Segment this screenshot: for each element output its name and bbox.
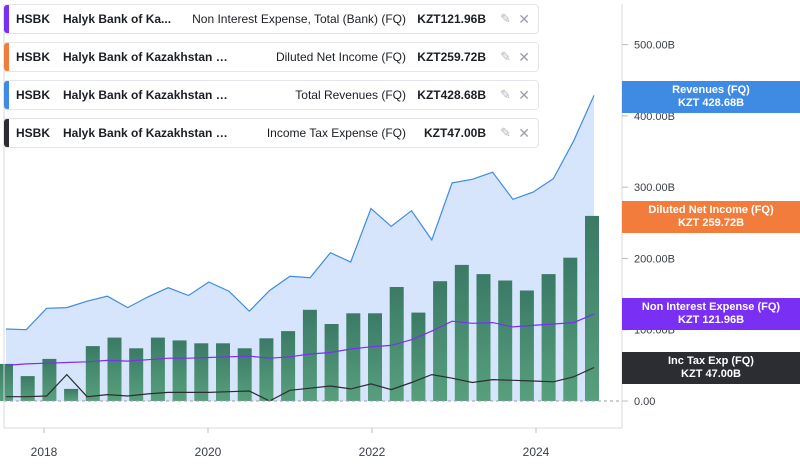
net-income-bar <box>498 280 513 401</box>
net-income-bar <box>324 324 339 401</box>
value-tag: Revenues (FQ) KZT 428.68B <box>622 81 800 113</box>
legend-swatch <box>4 43 9 71</box>
net-income-bar <box>302 309 317 401</box>
net-income-bar <box>64 388 79 401</box>
net-income-bar <box>20 376 35 401</box>
legend-metric: Income Tax Expense (FQ) <box>266 126 406 140</box>
net-income-bar <box>42 358 57 401</box>
legend-swatch <box>4 5 9 33</box>
legend-company: Halyk Bank of Kazakhstan Joint Sto... <box>63 88 233 102</box>
close-icon[interactable]: ✕ <box>518 124 530 141</box>
legend-metric: Non Interest Expense, Total (Bank) (FQ) <box>192 12 406 26</box>
net-income-bar <box>107 337 122 401</box>
net-income-bar <box>433 281 448 401</box>
net-income-bar <box>237 348 252 401</box>
legend-swatch <box>4 81 9 109</box>
net-income-bar <box>0 363 13 401</box>
net-income-bar <box>519 290 534 401</box>
legend-value: KZT121.96B <box>417 12 486 26</box>
close-icon[interactable]: ✕ <box>518 10 530 27</box>
legend-metric: Diluted Net Income (FQ) <box>275 50 406 64</box>
net-income-bar <box>85 346 100 401</box>
value-tag-label: Inc Tax Exp (FQ) <box>668 355 754 367</box>
value-tag-value: KZT 121.96B <box>677 314 745 326</box>
net-income-bar <box>259 338 274 401</box>
legend-row[interactable]: HSBK Halyk Bank of Kazakhstan Joint ... Di… <box>3 42 539 72</box>
net-income-bar <box>129 348 144 401</box>
legend-row[interactable]: HSBK Halyk Bank of Kazakhstan Joint ... In… <box>3 118 539 148</box>
y-tick-label: 0.00 <box>634 396 655 408</box>
net-income-bar <box>281 331 296 401</box>
x-tick-label: 2018 <box>31 445 58 459</box>
legend-panel: HSBK Halyk Bank of Ka... Non Interest Expe… <box>3 4 539 148</box>
legend-value: KZT259.72B <box>417 50 486 64</box>
value-tag-label: Non Interest Expense (FQ) <box>641 301 781 313</box>
pin-icon[interactable]: ✎ <box>500 11 511 26</box>
legend-value: KZT47.00B <box>423 126 486 140</box>
x-tick-label: 2022 <box>359 445 386 459</box>
legend-swatch <box>4 119 9 147</box>
pin-icon[interactable]: ✎ <box>500 125 511 140</box>
legend-ticker: HSBK <box>16 126 51 140</box>
legend-company: Halyk Bank of Kazakhstan Joint ... <box>63 50 233 64</box>
legend-ticker: HSBK <box>16 12 51 26</box>
y-tick-label: 500.00B <box>634 40 675 52</box>
x-tick-label: 2020 <box>195 445 222 459</box>
income-tax-line <box>6 366 595 402</box>
net-income-bar <box>368 313 382 401</box>
plot-area <box>0 95 599 402</box>
value-tag-value: KZT 47.00B <box>681 368 741 380</box>
value-tag: Inc Tax Exp (FQ) KZT 47.00B <box>622 352 800 384</box>
value-tag: Diluted Net Income (FQ) KZT 259.72B <box>622 201 800 233</box>
close-icon[interactable]: ✕ <box>518 48 530 65</box>
pin-icon[interactable]: ✎ <box>500 87 511 102</box>
legend-company: Halyk Bank of Kazakhstan Joint ... <box>63 126 233 140</box>
close-icon[interactable]: ✕ <box>518 86 530 103</box>
legend-row[interactable]: HSBK Halyk Bank of Kazakhstan Joint Sto..… <box>3 80 539 110</box>
y-tick-label: 200.00B <box>634 253 675 265</box>
net-income-bar <box>541 274 556 401</box>
net-income-bar <box>585 215 599 401</box>
revenue-line <box>5 95 595 331</box>
x-tick-label: 2024 <box>523 445 550 459</box>
net-income-bar <box>150 337 165 401</box>
value-tag-value: KZT 259.72B <box>677 217 745 229</box>
net-income-bar <box>411 312 426 401</box>
value-tag: Non Interest Expense (FQ) KZT 121.96B <box>622 298 800 330</box>
legend-value: KZT428.68B <box>417 88 486 102</box>
y-tick-label: 300.00B <box>634 182 675 194</box>
value-tag-value: KZT 428.68B <box>677 97 745 109</box>
legend-ticker: HSBK <box>16 50 51 64</box>
y-tick-label: 400.00B <box>634 111 675 123</box>
legend-row[interactable]: HSBK Halyk Bank of Ka... Non Interest Expe… <box>3 4 539 34</box>
pin-icon[interactable]: ✎ <box>500 49 511 64</box>
value-tag-label: Revenues (FQ) <box>672 84 750 96</box>
axes: 0.00100.00B200.00B300.00B400.00B500.00B2… <box>3 4 675 459</box>
net-income-bar <box>476 274 491 401</box>
net-income-bar <box>454 264 469 401</box>
net-income-bar <box>346 313 361 401</box>
legend-metric: Total Revenues (FQ) <box>295 88 406 102</box>
value-tag-label: Diluted Net Income (FQ) <box>648 204 774 216</box>
legend-ticker: HSBK <box>16 88 51 102</box>
net-income-bar <box>172 340 187 401</box>
net-income-bar <box>563 257 578 401</box>
non-interest-expense-line <box>5 313 595 366</box>
